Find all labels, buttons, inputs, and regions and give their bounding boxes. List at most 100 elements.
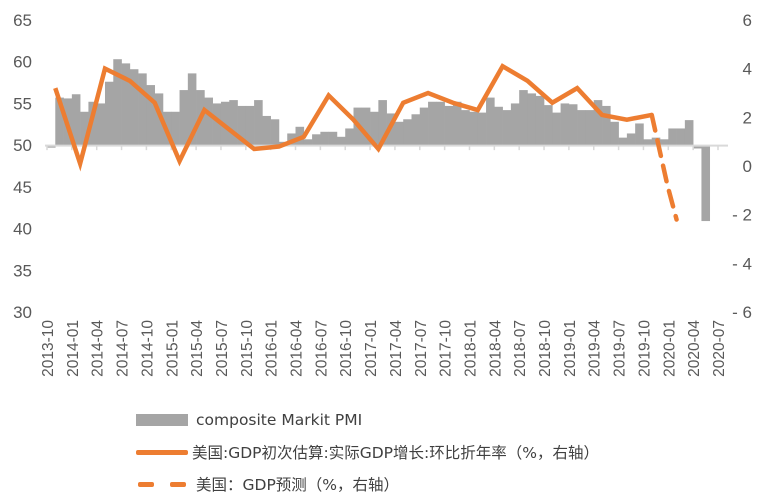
- x-axis-tick-label: 2019-04: [587, 320, 604, 377]
- pmi-bar: [444, 105, 454, 146]
- x-axis-tick-label: 2015-10: [239, 320, 256, 377]
- pmi-bar: [121, 63, 131, 146]
- x-axis-tick-label: 2014-01: [65, 320, 82, 377]
- chart-plot-area: 65 60 55 50 45 40 35 30 6 4 2 0 - 2 - 4 - 6 2013-10 2014…: [13, 11, 752, 377]
- pmi-bar: [593, 100, 603, 146]
- pmi-bar: [113, 59, 122, 146]
- pmi-bar: [237, 105, 247, 146]
- right-axis-tick: - 6: [732, 303, 752, 322]
- pmi-bar: [320, 131, 329, 146]
- x-axis-tick-label: 2016-10: [338, 320, 355, 377]
- legend-item-gdp-forecast: 美国：GDP预测（%，右轴）: [136, 468, 599, 500]
- x-axis-tick-label: 2013-10: [40, 320, 57, 377]
- left-axis-tick: 40: [13, 220, 32, 239]
- pmi-bar: [154, 93, 164, 146]
- pmi-bar: [668, 128, 677, 146]
- legend-label: composite Markit PMI: [196, 411, 363, 429]
- left-axis-tick: 60: [13, 53, 32, 72]
- pmi-bar: [96, 103, 106, 146]
- x-axis-tick-label: 2017-10: [438, 320, 455, 377]
- pmi-bar: [187, 73, 197, 146]
- pmi-bar: [519, 90, 528, 146]
- pmi-bar: [461, 110, 470, 146]
- pmi-bar: [544, 105, 553, 146]
- pmi-bar: [71, 94, 81, 146]
- pmi-bar: [129, 69, 139, 146]
- right-axis-tick: - 4: [732, 254, 752, 273]
- x-axis-tick-label: 2015-01: [164, 320, 181, 377]
- pmi-bar: [660, 139, 669, 146]
- pmi-bar: [171, 111, 180, 146]
- pmi-bar: [510, 103, 520, 146]
- x-axis-tick-label: 2015-07: [214, 320, 231, 377]
- pmi-bar: [568, 104, 578, 146]
- pmi-bar: [303, 139, 313, 146]
- pmi-bar: [494, 106, 503, 146]
- pmi-bar: [146, 85, 155, 146]
- pmi-bar: [411, 114, 421, 146]
- pmi-bar: [577, 110, 586, 146]
- left-axis-tick: 50: [13, 136, 32, 155]
- x-axis-tick-label: 2020-01: [661, 320, 678, 377]
- pmi-bar: [179, 90, 189, 146]
- pmi-bar: [602, 105, 611, 146]
- x-axis-tick-label: 2018-10: [537, 320, 554, 377]
- pmi-bar: [138, 73, 147, 146]
- x-axis-tick-label: 2016-07: [313, 320, 330, 377]
- x-axis-tick-label: 2020-04: [686, 320, 703, 377]
- left-axis-tick: 65: [13, 11, 32, 30]
- pmi-bar: [693, 145, 702, 149]
- pmi-bar: [220, 101, 230, 146]
- pmi-bar: [370, 111, 379, 146]
- x-axis-tick-label: 2017-07: [413, 320, 430, 377]
- legend-item-pmi: composite Markit PMI: [136, 404, 599, 436]
- pmi-bar: [229, 100, 238, 146]
- pmi-bar: [452, 101, 462, 146]
- x-axis-tick-label: 2014-07: [115, 320, 132, 377]
- legend-item-gdp: 美国:GDP初次估算:实际GDP增长:环比折年率（%，右轴）: [136, 436, 599, 468]
- left-axis-tick: 55: [13, 94, 32, 113]
- gdp-forecast-line: [649, 112, 679, 222]
- right-axis-tick: 6: [743, 11, 752, 30]
- pmi-bar: [469, 111, 479, 146]
- pmi-bar: [502, 110, 512, 146]
- pmi-bar: [204, 97, 213, 146]
- gdp-line: [53, 63, 653, 172]
- pmi-bar: [585, 110, 595, 146]
- right-axis-tick: - 2: [732, 206, 752, 225]
- x-axis-tick-label: 2020-07: [711, 320, 728, 377]
- pmi-bar: [378, 100, 387, 146]
- pmi-bar: [486, 97, 495, 146]
- pmi-bar: [270, 119, 280, 146]
- pmi-bar: [345, 128, 354, 146]
- x-axis-tick-label: 2014-04: [90, 320, 107, 377]
- x-axis-tick-label: 2016-01: [264, 320, 281, 377]
- pmi-bar: [245, 105, 255, 146]
- pmi-bar: [419, 107, 429, 146]
- right-axis-tick: 4: [743, 60, 752, 79]
- pmi-bar: [676, 128, 686, 146]
- legend-label: 美国:GDP初次估算:实际GDP增长:环比折年率（%，右轴）: [192, 444, 599, 462]
- pmi-bar: [618, 137, 628, 146]
- pmi-bar: [361, 107, 371, 146]
- left-axis-tick: 45: [13, 178, 32, 197]
- pmi-bar: [610, 121, 619, 146]
- chart-legend: composite Markit PMI 美国:GDP初次估算:实际GDP增长:…: [136, 404, 599, 500]
- x-axis-tick-label: 2017-01: [363, 320, 380, 377]
- left-axis-tick: 30: [13, 303, 32, 322]
- x-axis-tick-label: 2019-10: [636, 320, 653, 377]
- pmi-bar: [262, 115, 271, 146]
- pmi-bar: [428, 101, 437, 146]
- pmi-bar: [527, 93, 537, 146]
- line-swatch-icon: [136, 449, 188, 455]
- x-axis-tick-label: 2018-01: [462, 320, 479, 377]
- pmi-bar: [212, 103, 222, 146]
- legend-label: 美国：GDP预测（%，右轴）: [196, 476, 400, 494]
- pmi-bar: [328, 131, 338, 146]
- right-axis-tick: 0: [743, 157, 752, 176]
- pmi-bar: [684, 120, 694, 146]
- bar-swatch-icon: [136, 414, 188, 426]
- pmi-bar: [552, 112, 561, 146]
- pmi-bar: [635, 123, 644, 146]
